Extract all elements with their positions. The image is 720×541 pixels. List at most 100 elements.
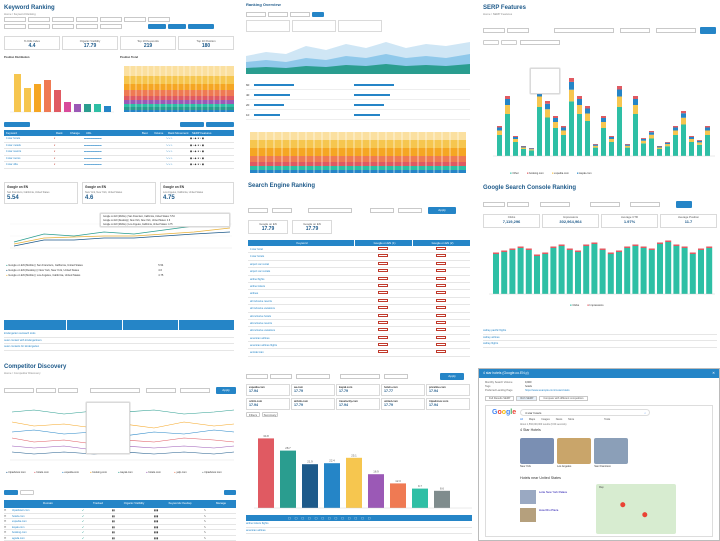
bar-segment[interactable] [705,130,710,136]
bar-segment[interactable] [537,107,542,156]
bar[interactable] [599,250,606,294]
bar-segment[interactable] [521,146,526,147]
keyword-link[interactable]: airport car rental [250,262,269,266]
bar-segment[interactable] [657,146,662,147]
hotel-card[interactable]: Los Angeles [557,438,592,468]
bar[interactable] [346,457,362,508]
keyword-link[interactable]: 4 star hotel [250,248,263,251]
pill[interactable]: Compare with different competitors [539,396,588,401]
bar-segment[interactable] [689,137,694,139]
bar-segment[interactable] [585,113,590,122]
bar[interactable] [501,252,508,294]
pill[interactable]: Rich SERP [516,396,538,401]
filter-select[interactable] [28,24,50,29]
export-button[interactable] [224,490,236,495]
table-row[interactable]: 4 star hotels [248,253,470,261]
bar-segment[interactable] [625,144,630,145]
bar-segment[interactable] [601,128,606,156]
bar[interactable] [324,463,340,508]
filter-select[interactable] [398,208,422,213]
bar-segment[interactable] [617,86,622,90]
col-header[interactable]: URL [84,130,140,136]
table-action-button[interactable] [206,122,234,127]
bar-segment[interactable] [497,130,502,136]
bar[interactable] [591,244,598,294]
filter-select[interactable] [124,17,146,22]
bar-segment[interactable] [609,142,614,156]
bar-segment[interactable] [649,132,654,135]
col-header[interactable]: SERP Features [190,130,234,136]
table-row[interactable]: airport car rental [248,261,470,269]
keyword-link[interactable]: cathay flights [483,342,499,346]
domain-select[interactable] [520,40,560,45]
bar-segment[interactable] [601,116,606,118]
bar-segment[interactable] [593,144,598,146]
bar-segment[interactable] [553,122,558,128]
bar-segment[interactable] [497,135,502,156]
bar-segment[interactable] [505,99,510,105]
filter-select[interactable] [620,28,650,33]
keyword-link[interactable]: airlines [250,292,259,296]
bar-segment[interactable] [641,138,646,139]
bar-segment[interactable] [673,135,678,156]
table-row[interactable]: ☐ kayak.com ✔ ▮▮ ▮▮▮ ✎ [4,525,236,530]
bar-segment[interactable] [609,137,614,139]
apply-button[interactable] [312,12,324,17]
col-header[interactable]: Rank [54,130,68,136]
table-row[interactable]: ☐ booking.com ✔ ▮▮ ▮▮▮ ✎ [4,530,236,536]
bar-segment[interactable] [625,144,630,146]
bar-segment[interactable] [497,126,502,128]
bar-segment[interactable] [681,111,686,114]
domain-link[interactable]: tripadvisor.com [12,509,30,512]
map[interactable]: Map ⬤ ⬤ [596,484,676,534]
add-button[interactable] [148,24,166,29]
bar[interactable] [673,246,680,294]
keyword-link[interactable]: outer contacts for kindergarten [4,345,40,349]
table-row[interactable]: outer contact with kindergartners [4,338,234,345]
legend-item[interactable]: yelp.com [176,471,187,474]
bar-segment[interactable] [561,126,566,128]
bar-segment[interactable] [561,127,566,131]
legend-item[interactable]: hotels.com [148,471,161,474]
keyword-link[interactable]: airline tickets [250,284,265,288]
bar-segment[interactable] [553,128,558,156]
legend-item[interactable]: booking.com [92,471,108,474]
keyword-link[interactable]: kindergarten outreach tools [4,332,36,335]
table-row[interactable]: airline tickets [248,283,470,291]
legend-item[interactable]: kayak.com [120,471,133,474]
bar-segment[interactable] [673,130,678,136]
domain-card[interactable]: aa.com 17.79 [291,384,335,396]
legend-item[interactable]: Other [512,172,519,175]
table-row[interactable]: outer contacts for kindergarten [4,344,234,351]
tab-button[interactable] [501,40,517,45]
table-row[interactable]: cathay flights [483,341,717,348]
close-icon[interactable]: ✕ [712,371,715,375]
keyword-link[interactable]: airline flights [250,277,265,281]
col-header[interactable]: Google on EN (2) [412,240,470,246]
apply-button[interactable]: Apply [428,207,456,214]
col-header[interactable]: Keyword [4,130,54,136]
table-row[interactable]: ☐ agoda.com ✔ ▮▮ ▮▮▮ ✎ [4,536,236,541]
legend-item[interactable]: Google on EN (Desktop) | New York, New Y… [8,269,80,272]
bar-segment[interactable] [513,142,518,156]
bar-segment[interactable] [649,134,654,139]
domain-link[interactable]: expedia.com [12,520,27,523]
filter-select[interactable] [76,24,98,29]
bar-segment[interactable] [529,150,534,156]
bar[interactable] [558,246,565,294]
keyword-link[interactable]: airline tickets flights [246,522,269,525]
bar-segment[interactable] [641,138,646,141]
bar-segment[interactable] [545,109,550,118]
apply-button[interactable] [676,201,692,208]
filter-select[interactable] [52,24,74,29]
bar-segment[interactable] [649,138,654,157]
tab-summary[interactable]: Summary [262,412,278,417]
bar-segment[interactable] [633,114,638,156]
table-row[interactable]: 4 star motels ▾ ▬▬▬▬▬▬▬▬ ∿∿∿ ◼ ▪ ◆ ★ ▪ ◼ [4,143,234,150]
table-row[interactable]: 4 star hotel [248,246,470,254]
filter-select[interactable] [100,17,122,22]
filter-select[interactable] [4,17,26,22]
bar-segment[interactable] [601,118,606,122]
bar-segment[interactable] [553,118,558,122]
bar-segment[interactable] [545,117,550,157]
